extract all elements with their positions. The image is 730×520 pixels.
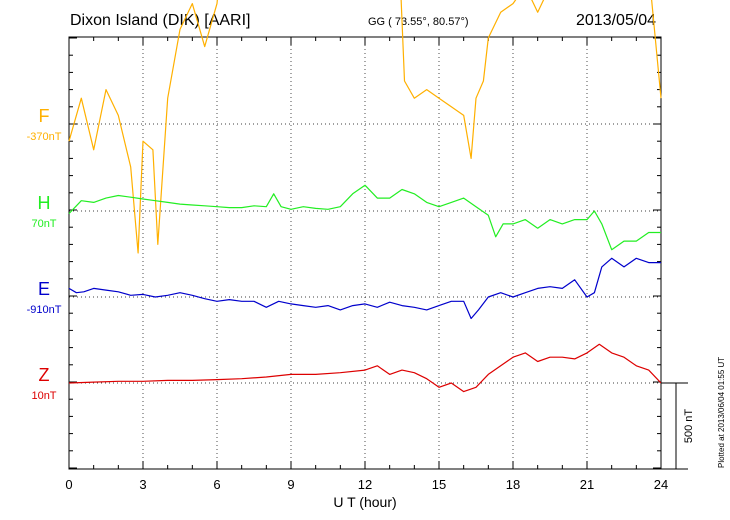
series-name-z: Z [39, 365, 50, 385]
x-axis-label: U T (hour) [333, 494, 396, 510]
x-tick-label: 9 [287, 477, 294, 492]
x-tick-label: 21 [580, 477, 594, 492]
series-line-z [68, 343, 662, 393]
station-title: Dixon Island (DIK) [AARI] [70, 12, 251, 29]
x-tick-label: 0 [65, 477, 72, 492]
x-tick-label: 24 [654, 477, 668, 492]
x-tick-label: 18 [506, 477, 520, 492]
series-name-f: F [39, 106, 50, 126]
station-coordinates: GG ( 73.55°, 80.57°) [368, 16, 469, 28]
x-tick-label: 6 [213, 477, 220, 492]
series-line-e [68, 257, 661, 320]
series-line-h [68, 184, 661, 251]
chart-date: 2013/05/04 [576, 12, 657, 29]
x-tick-label: 15 [432, 477, 446, 492]
series-offset-f: -370nT [27, 131, 62, 143]
series-offset-e: -910nT [27, 304, 62, 316]
series-name-e: E [38, 279, 50, 299]
x-tick-label: 12 [358, 477, 372, 492]
series-offset-h: 70nT [31, 218, 56, 230]
x-tick-label: 3 [139, 477, 146, 492]
series-line-f [68, 0, 662, 254]
series-offset-z: 10nT [31, 390, 56, 402]
series-name-h: H [38, 193, 51, 213]
scale-bar-label: 500 nT [683, 409, 695, 444]
